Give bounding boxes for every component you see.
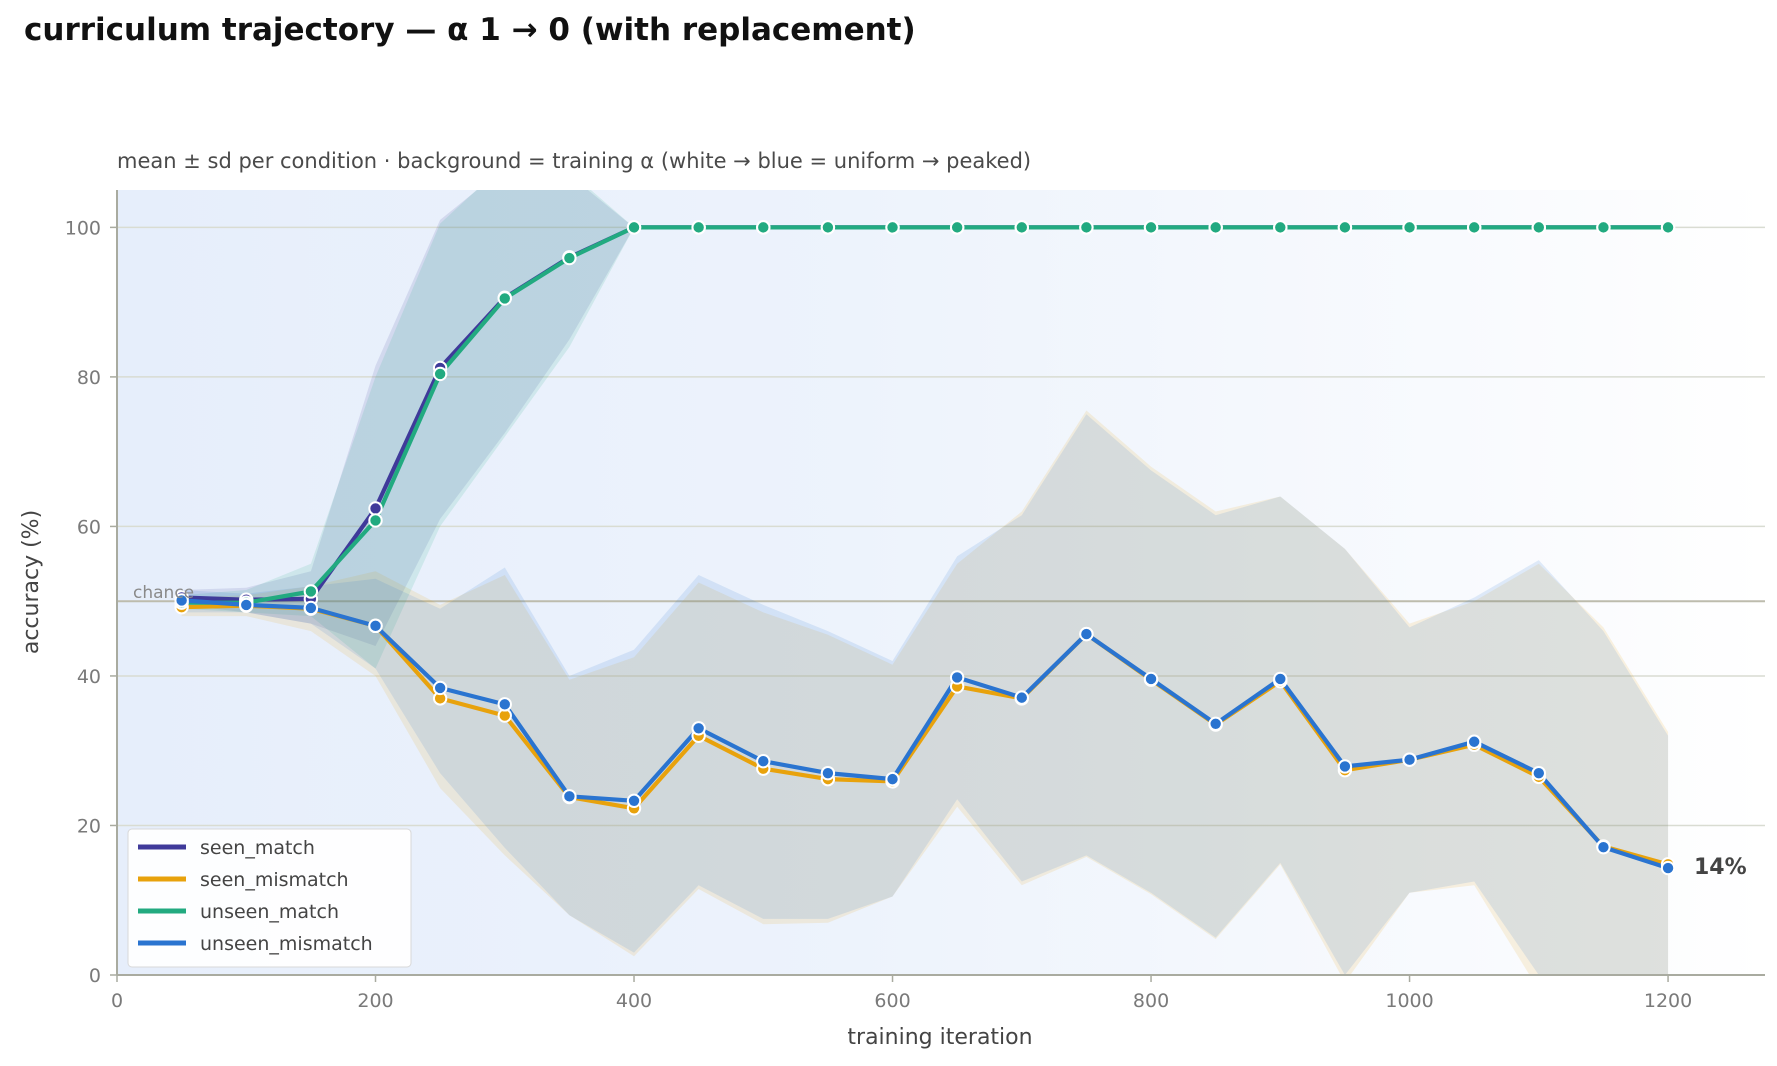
series-points — [174, 220, 1676, 876]
data-point-unseen_match — [949, 220, 965, 235]
data-point-unseen_match — [1273, 220, 1288, 235]
data-point-unseen_match — [1596, 220, 1611, 235]
data-point-unseen_match — [691, 220, 706, 235]
y-tick-label-0: 0 — [89, 965, 101, 987]
x-tick-label-200: 200 — [357, 990, 393, 1012]
data-point-unseen_match — [1208, 220, 1223, 235]
data-point-unseen_mismatch — [303, 600, 319, 616]
data-point-seen_match — [368, 501, 383, 516]
data-point-unseen_match — [303, 584, 319, 599]
chance-label: chance — [133, 583, 194, 603]
axes: 0 200 400 600 800 1000 1200 0 20 40 60 80 100 — [65, 190, 1765, 1012]
data-point-unseen_mismatch — [1596, 839, 1611, 855]
x-tick-label-1000: 1000 — [1385, 990, 1433, 1012]
data-point-unseen_match — [1466, 220, 1482, 235]
data-point-unseen_mismatch — [756, 753, 771, 769]
data-point-unseen_match — [1337, 220, 1353, 235]
series-line-unseen_match — [179, 225, 1671, 605]
data-point-unseen_match — [432, 366, 448, 382]
data-point-unseen_match — [885, 220, 900, 235]
data-point-unseen_match — [820, 220, 836, 235]
data-point-unseen_mismatch — [949, 670, 965, 685]
x-tick-label-600: 600 — [874, 990, 910, 1012]
x-axis-title: training iteration — [847, 1025, 1032, 1050]
data-point-unseen_mismatch — [174, 593, 189, 608]
data-point-unseen_mismatch — [1466, 734, 1482, 749]
legend: seen_match seen_mismatch unseen_match un… — [127, 828, 412, 968]
sd-band-unseen_mismatch — [181, 414, 1669, 975]
legend-label-seen-mismatch: seen_mismatch — [200, 869, 349, 891]
data-point-unseen_match — [1660, 220, 1676, 235]
data-point-unseen_mismatch — [497, 697, 512, 712]
y-tick-label-100: 100 — [65, 217, 101, 239]
sd-band-seen_match — [181, 190, 1669, 646]
data-point-unseen_mismatch — [820, 765, 836, 781]
legend-box — [127, 828, 412, 968]
data-point-unseen_mismatch — [691, 721, 706, 736]
end-value-label: 14% — [1694, 855, 1747, 880]
data-point-unseen_match — [562, 250, 577, 266]
legend-label-seen-match: seen_match — [200, 837, 315, 859]
y-axis-title: accuracy (%) — [19, 510, 44, 654]
data-point-unseen_mismatch — [1014, 690, 1029, 705]
data-point-unseen_mismatch — [562, 789, 577, 804]
data-point-unseen_mismatch — [1208, 716, 1223, 731]
sd-bands — [181, 190, 1669, 975]
data-point-unseen_mismatch — [885, 771, 900, 787]
data-point-unseen_match — [1531, 220, 1547, 235]
legend-label-unseen-match: unseen_match — [200, 901, 339, 923]
series-lines — [179, 225, 1671, 871]
x-tick-label-800: 800 — [1133, 990, 1169, 1012]
chart-subtitle: mean ± sd per condition · background = t… — [117, 149, 1031, 173]
x-tick-label-0: 0 — [111, 990, 123, 1012]
data-point-unseen_mismatch — [368, 618, 383, 634]
chart-title: curriculum trajectory — α 1 → 0 (with re… — [24, 12, 916, 48]
legend-label-unseen-mismatch: unseen_mismatch — [200, 933, 373, 955]
x-tick-label-1200: 1200 — [1644, 990, 1692, 1012]
x-tick-label-400: 400 — [616, 990, 652, 1012]
data-point-unseen_mismatch — [1337, 759, 1353, 774]
data-point-unseen_match — [756, 220, 771, 235]
y-tick-label-80: 80 — [77, 367, 101, 389]
data-point-unseen_match — [368, 513, 383, 528]
data-point-unseen_mismatch — [1660, 860, 1676, 876]
data-point-unseen_match — [1143, 220, 1159, 235]
y-tick-label-40: 40 — [77, 666, 101, 688]
grid-lines — [117, 226, 1765, 827]
series-line-unseen_mismatch — [179, 598, 1671, 871]
sd-band-unseen_match — [181, 190, 1669, 669]
y-tick-label-20: 20 — [77, 815, 101, 837]
data-point-unseen_mismatch — [239, 597, 254, 613]
data-point-unseen_mismatch — [1143, 671, 1159, 687]
data-point-unseen_mismatch — [432, 680, 448, 696]
data-point-unseen_match — [1402, 220, 1417, 235]
data-point-unseen_match — [1079, 220, 1094, 235]
data-point-unseen_match — [1014, 220, 1029, 235]
data-point-unseen_match — [626, 220, 642, 235]
data-point-unseen_mismatch — [626, 793, 642, 809]
data-point-unseen_mismatch — [1273, 671, 1288, 687]
data-point-unseen_mismatch — [1079, 626, 1094, 642]
data-point-unseen_mismatch — [1531, 765, 1547, 781]
data-point-unseen_mismatch — [1402, 752, 1417, 767]
sd-band-seen_mismatch — [181, 410, 1669, 975]
data-point-unseen_match — [497, 291, 512, 306]
y-tick-label-60: 60 — [77, 516, 101, 538]
